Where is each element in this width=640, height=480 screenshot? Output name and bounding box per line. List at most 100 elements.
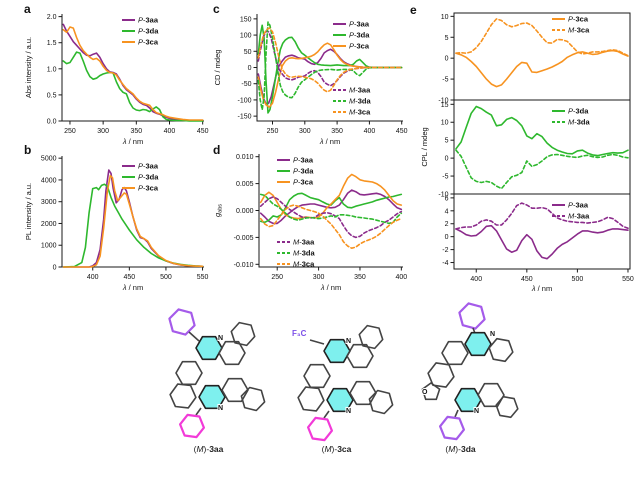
- svg-text:-5: -5: [442, 77, 448, 84]
- svg-text:1.0: 1.0: [47, 66, 57, 73]
- axes: 400 450 500 550 0 1000 2000 3000 4000 5000 λ / nm P…: [24, 156, 208, 292]
- panel-c-cd-chart: 250 300 350 400 450 -150 -100 -50 0 50 100 150 λ / n…: [213, 14, 408, 146]
- nitrogen-atom-label: N: [490, 331, 495, 338]
- series-P-3da: [62, 51, 204, 122]
- legend: P-3da M-3da: [552, 107, 591, 127]
- svg-text:100: 100: [240, 33, 252, 40]
- svg-text:400: 400: [470, 276, 482, 283]
- axes: 250 300 350 400 -0.010 -0.005 0.000 0.005 0.010 λ…: [213, 154, 407, 292]
- molecule-3aa-structure: NN: [168, 308, 266, 439]
- svg-text:10: 10: [441, 14, 449, 21]
- axes: 250 300 350 400 450 -150 -100 -50 0 50 100 150 λ / n…: [213, 14, 408, 146]
- svg-text:P-3da: P-3da: [138, 173, 159, 182]
- panel-b-pl-chart: 400 450 500 550 0 1000 2000 3000 4000 5000 λ / nm P…: [24, 156, 208, 292]
- svg-text:M-3da: M-3da: [349, 97, 372, 106]
- molecule-3da: O N N (M)-3da: [398, 296, 523, 454]
- oxygen-atom-label: O: [422, 389, 428, 396]
- svg-text:500: 500: [572, 276, 584, 283]
- svg-text:0.005: 0.005: [236, 181, 254, 188]
- nitrogen-atom-label: N: [218, 405, 223, 412]
- benzene-ring: [221, 377, 249, 403]
- svg-text:M-3aa: M-3aa: [349, 86, 371, 95]
- series-M-3aa: [455, 202, 629, 230]
- svg-text:0.000: 0.000: [236, 208, 254, 215]
- svg-text:P-3aa: P-3aa: [349, 20, 370, 29]
- svg-text:250: 250: [271, 274, 283, 281]
- molecule-label-3ca: (M)-3ca: [321, 444, 352, 454]
- series-P-3ca: [62, 26, 204, 121]
- svg-text:50: 50: [244, 49, 252, 56]
- molecule-3ca-structure: F₃C N N: [291, 324, 394, 442]
- y-axis-label: CPL / mdeg: [420, 127, 429, 166]
- svg-text:550: 550: [197, 274, 209, 281]
- series-P-3aa: [62, 23, 204, 122]
- svg-text:-100: -100: [237, 97, 251, 104]
- nitrogen-atom-label: N: [346, 408, 351, 415]
- svg-text:350: 350: [354, 274, 366, 281]
- svg-text:400: 400: [87, 274, 99, 281]
- panel-letter-e: e: [410, 3, 417, 17]
- panel-e-cpl-chart-3da: -10 -5 0 5 10 15 CPL / mdeg P-3da M-3da: [420, 99, 631, 199]
- benzene-ring: [349, 380, 377, 406]
- y-axis-label: gabs: [213, 204, 224, 217]
- series-P-3ca: [62, 174, 204, 268]
- svg-text:550: 550: [622, 276, 634, 283]
- benzene-ring: [297, 386, 325, 412]
- bond: [188, 331, 200, 342]
- series-P-3aa: [259, 189, 403, 225]
- svg-text:0.0: 0.0: [47, 119, 57, 126]
- svg-text:350: 350: [331, 128, 343, 135]
- svg-text:-150: -150: [237, 114, 251, 121]
- svg-text:-5: -5: [442, 174, 448, 181]
- svg-text:0.5: 0.5: [47, 92, 57, 99]
- phenyl-ring-top: [458, 302, 486, 330]
- molecule-3da-structure: O N N: [421, 302, 519, 441]
- svg-text:300: 300: [313, 274, 325, 281]
- svg-text:P-3aa: P-3aa: [293, 156, 314, 165]
- molecule-label-3aa: (M)-3aa: [193, 444, 224, 454]
- svg-text:M-3aa: M-3aa: [568, 212, 590, 221]
- benzene-ring: [169, 383, 197, 409]
- phenyl-ring-top: [168, 308, 196, 336]
- bond: [323, 410, 330, 419]
- svg-text:M-3da: M-3da: [293, 249, 316, 258]
- series-M-3aa: [259, 196, 403, 239]
- benzene-ring: [441, 340, 469, 366]
- svg-text:350: 350: [130, 128, 142, 135]
- series-M-3ca: [257, 27, 403, 93]
- svg-text:300: 300: [97, 128, 109, 135]
- benzene-ring: [427, 362, 455, 388]
- bond: [309, 339, 325, 345]
- legend: P-3aa P-3da P-3ca: [122, 16, 159, 47]
- svg-text:450: 450: [123, 274, 135, 281]
- furan-ring: [421, 382, 441, 401]
- svg-text:P-3aa: P-3aa: [568, 201, 589, 210]
- panel-letter-a: a: [24, 2, 31, 16]
- pyridine-ring: [195, 335, 223, 361]
- x-axis-label: λ / nm: [320, 283, 341, 292]
- y-axis-label: CD / mdeg: [213, 50, 222, 86]
- series-M-3ca: [455, 18, 629, 57]
- svg-text:15: 15: [441, 102, 449, 109]
- panel-letter-b: b: [24, 143, 32, 157]
- svg-text:450: 450: [396, 128, 408, 135]
- svg-text:6: 6: [445, 195, 449, 202]
- bond: [454, 409, 459, 418]
- svg-text:M-3ca: M-3ca: [293, 260, 315, 269]
- series-P-3aa: [455, 224, 629, 260]
- nitrogen-atom-label: N: [474, 408, 479, 415]
- svg-text:2.0: 2.0: [47, 14, 57, 21]
- legend: P-3ca M-3ca: [552, 15, 590, 35]
- series-M-3ca: [259, 204, 403, 249]
- molecule-label-3da: (M)-3da: [445, 444, 476, 454]
- svg-text:0: 0: [248, 65, 252, 72]
- legend: P-3aa M-3aa: [552, 201, 590, 221]
- panel-letter-d: d: [213, 143, 221, 157]
- pyridine-ring: [326, 387, 354, 413]
- svg-text:-10: -10: [438, 192, 448, 199]
- cf3-group-label: F₃C: [292, 329, 307, 338]
- svg-text:P-3da: P-3da: [293, 167, 314, 176]
- svg-text:300: 300: [299, 128, 311, 135]
- benzene-ring: [358, 324, 384, 350]
